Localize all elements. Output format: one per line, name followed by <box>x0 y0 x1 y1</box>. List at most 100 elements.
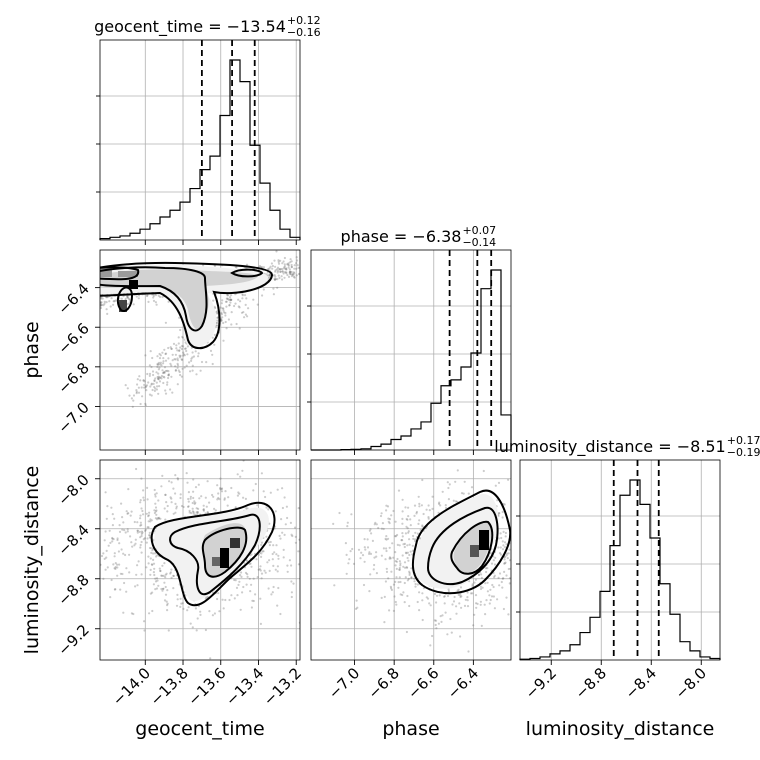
scatter-point <box>181 336 184 339</box>
scatter-point <box>148 536 151 539</box>
scatter-point <box>409 518 412 521</box>
scatter-point <box>285 272 288 275</box>
scatter-point <box>406 518 409 521</box>
scatter-point <box>409 524 412 527</box>
scatter-point <box>170 501 173 504</box>
scatter-point <box>388 546 391 549</box>
scatter-point <box>152 382 155 385</box>
scatter-point <box>241 297 244 300</box>
scatter-point <box>385 509 388 512</box>
scatter-point <box>291 534 294 538</box>
scatter-point <box>385 538 388 541</box>
scatter-point <box>155 577 159 580</box>
scatter-point <box>153 573 156 577</box>
scatter-point <box>178 354 181 357</box>
scatter-point <box>226 297 229 300</box>
scatter-point <box>154 510 157 513</box>
scatter-point <box>74 554 76 556</box>
scatter-point <box>388 556 391 559</box>
scatter-point <box>477 573 481 577</box>
scatter-point <box>293 267 296 270</box>
scatter-point <box>237 583 240 587</box>
scatter-point <box>274 278 277 281</box>
x-tick-label-geocent_time-1: −13.8 <box>147 664 192 709</box>
scatter-point <box>272 544 275 547</box>
scatter-point <box>191 351 194 354</box>
scatter-point <box>113 517 116 520</box>
scatter-point <box>508 582 511 585</box>
scatter-point <box>151 591 154 594</box>
scatter-point <box>467 650 470 653</box>
scatter-point <box>213 507 216 510</box>
scatter-point <box>475 606 478 609</box>
scatter-point <box>292 273 295 276</box>
scatter-point <box>269 265 272 268</box>
scatter-point <box>239 608 242 611</box>
histogram-luminosity_distance <box>519 479 721 660</box>
scatter-point <box>532 558 534 560</box>
scatter-point <box>408 570 411 573</box>
scatter-point <box>286 570 289 573</box>
panel-geocent_time-vs-luminosity_distance <box>74 459 301 661</box>
scatter-point <box>147 514 150 517</box>
scatter-point <box>170 347 173 350</box>
scatter-point <box>383 595 386 599</box>
scatter-point <box>162 362 165 365</box>
scatter-point <box>181 335 184 338</box>
scatter-point <box>267 587 270 590</box>
scatter-point <box>161 589 164 592</box>
scatter-point <box>164 585 167 589</box>
scatter-point <box>428 602 431 605</box>
scatter-point <box>503 541 507 544</box>
scatter-point <box>359 557 362 560</box>
scatter-point <box>241 293 244 296</box>
scatter-point <box>152 571 155 574</box>
scatter-point <box>187 505 190 508</box>
scatter-point <box>147 562 150 565</box>
scatter-point <box>405 552 408 555</box>
scatter-point <box>197 352 200 355</box>
scatter-point <box>164 369 167 373</box>
scatter-point <box>398 568 401 571</box>
scatter-point <box>482 469 485 473</box>
scatter-point <box>181 602 184 605</box>
y-tick-label-phase-2: −6.6 <box>54 319 92 357</box>
scatter-point <box>245 297 248 300</box>
scatter-point <box>113 588 116 591</box>
scatter-point <box>135 390 138 393</box>
scatter-point <box>276 286 279 289</box>
scatter-point <box>162 574 165 578</box>
scatter-point <box>155 513 158 516</box>
scatter-point <box>180 347 183 351</box>
scatter-point <box>128 553 131 556</box>
scatter-point <box>274 568 277 571</box>
scatter-point <box>126 530 129 533</box>
scatter-point <box>283 496 286 499</box>
scatter-point <box>137 391 141 394</box>
scatter-point <box>206 511 209 514</box>
scatter-point <box>109 541 112 545</box>
scatter-point <box>132 394 136 397</box>
scatter-point <box>497 537 500 540</box>
scatter-point <box>418 505 421 508</box>
scatter-point <box>185 349 188 353</box>
title-sub-phase: −0.14 <box>462 236 496 249</box>
scatter-point <box>277 586 280 590</box>
scatter-point <box>126 295 129 298</box>
scatter-point <box>169 496 172 499</box>
scatter-point <box>508 577 511 580</box>
scatter-point <box>258 568 261 571</box>
scatter-point <box>289 273 292 276</box>
scatter-point <box>421 599 424 602</box>
scatter-point <box>145 384 149 387</box>
scatter-point <box>180 358 183 361</box>
scatter-point <box>374 521 377 525</box>
scatter-point <box>130 541 133 544</box>
scatter-point <box>230 294 233 297</box>
scatter-point <box>208 610 211 613</box>
scatter-point <box>256 576 259 579</box>
scatter-point <box>187 606 190 609</box>
scatter-point <box>224 311 227 315</box>
scatter-point <box>143 629 146 632</box>
scatter-point <box>173 358 176 361</box>
